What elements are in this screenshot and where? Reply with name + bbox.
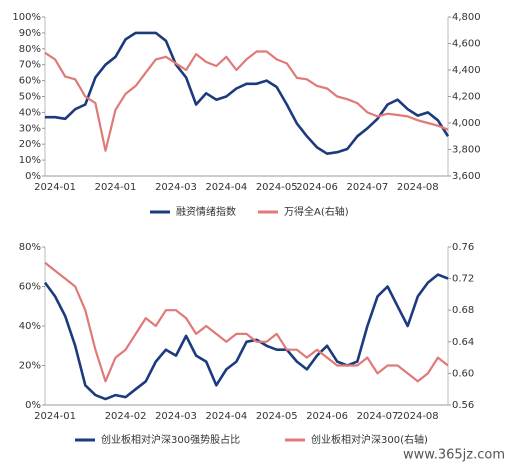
y-tick-label: 80% [19,44,41,55]
y-tick-label: 50% [19,92,41,103]
x-tick-label: 2024-03 [155,182,197,193]
x-tick-label: 2024-02 [105,411,147,422]
y-tick-label: 100% [12,12,41,23]
y-tick-label: 0% [25,171,41,182]
y-tick-label: 70% [19,60,41,71]
y2-tick-label: 0.68 [452,305,474,316]
y2-tick-label: 4,600 [452,39,481,50]
series-line [45,31,450,155]
y2-tick-label: 4,800 [452,12,481,23]
x-tick-label: 2024-07 [347,182,389,193]
y-tick-label: 80% [19,242,41,253]
y-tick-label: 20% [19,361,41,372]
y-tick-label: 30% [19,123,41,134]
y-tick-label: 60% [19,282,41,293]
x-tick-label: 2024-05 [256,411,298,422]
y-tick-label: 40% [19,107,41,118]
y-tick-label: 40% [19,321,41,332]
y-tick-label: 20% [19,139,41,150]
legend-label: 融资情绪指数 [176,205,236,218]
legend-label: 万得全A(右轴) [284,205,349,218]
y2-tick-label: 3,600 [452,171,481,182]
legend-label: 创业板相对沪深300(右轴) [311,433,428,446]
series-line [43,273,449,401]
x-tick-label: 2024-06 [296,182,338,193]
x-tick-label: 2024-08 [397,411,439,422]
legend-label: 创业板相对沪深300强势股占比 [101,433,240,446]
x-tick-label: 2024-01 [34,411,76,422]
x-tick-label: 2024-01 [34,182,76,193]
y-tick-label: 90% [19,28,41,39]
series-line [44,261,449,383]
x-tick-label: 2024-03 [155,411,197,422]
y-tick-label: 10% [19,155,41,166]
x-tick-label: 2024-04 [205,182,247,193]
y2-tick-label: 0.60 [452,368,474,379]
y2-tick-label: 4,200 [452,92,481,103]
y2-tick-label: 0.76 [452,242,474,253]
y-tick-label: 60% [19,76,41,87]
y2-tick-label: 4,400 [452,65,481,76]
y2-tick-label: 0.64 [452,337,474,348]
y2-tick-label: 4,000 [452,118,481,129]
x-tick-label: 2024-05 [256,182,298,193]
series-line [44,50,449,152]
x-tick-label: 2024-04 [205,411,247,422]
y2-tick-label: 0.72 [452,274,474,285]
y2-tick-label: 0.56 [452,400,474,411]
y-tick-label: 0% [25,400,41,411]
x-tick-label: 2024-07 [357,411,399,422]
y2-tick-label: 3,800 [452,145,481,156]
watermark: www.365jz.com [403,448,505,463]
x-tick-label: 2024-08 [397,182,439,193]
x-tick-label: 2024-01 [95,182,137,193]
x-tick-label: 2024-06 [306,411,348,422]
